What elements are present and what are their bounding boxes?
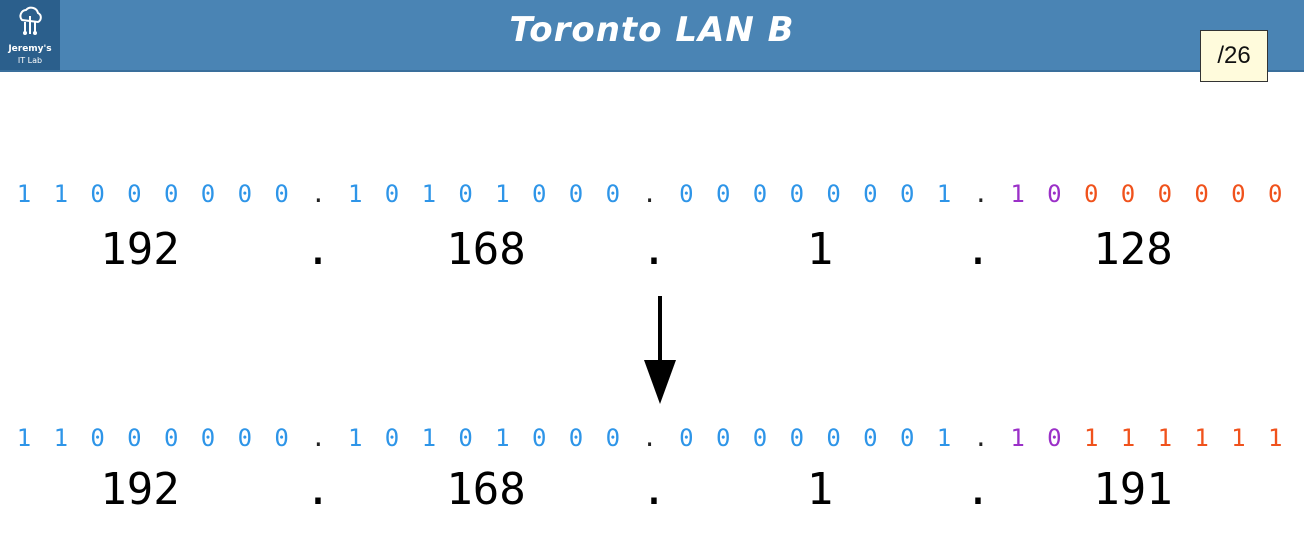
binary-digit: 1 — [1231, 424, 1246, 452]
binary-digit: 0 — [237, 180, 253, 208]
binary-digit: 0 — [200, 424, 216, 452]
binary-digit: 0 — [384, 424, 400, 452]
binary-digit: 0 — [863, 180, 878, 208]
octet-2: 168 — [446, 224, 526, 275]
binary-digit: 0 — [899, 424, 915, 452]
binary-dot: . — [311, 180, 326, 208]
dot-separator: . — [964, 224, 992, 275]
binary-digit: 0 — [863, 424, 878, 452]
binary-digit: 0 — [163, 180, 179, 208]
binary-digit: 0 — [1047, 424, 1062, 452]
binary-digit: 1 — [936, 180, 952, 208]
binary-digit: 1 — [53, 424, 69, 452]
binary-digit: 0 — [1047, 180, 1062, 208]
binary-digit: 1 — [16, 424, 32, 452]
binary-dot: . — [642, 424, 657, 452]
binary-digit: 0 — [679, 424, 694, 452]
slide-header: Jeremy's IT Lab Toronto LAN B — [0, 0, 1304, 72]
binary-digit: 0 — [163, 424, 179, 452]
binary-digit: 1 — [1120, 424, 1136, 452]
binary-digit: 0 — [531, 180, 547, 208]
binary-digit: 0 — [127, 424, 142, 452]
binary-digit: 0 — [1083, 180, 1099, 208]
binary-digit: 1 — [1010, 180, 1025, 208]
binary-digit: 0 — [384, 180, 400, 208]
binary-digit: 1 — [1010, 424, 1025, 452]
binary-digit: 0 — [237, 424, 253, 452]
binary-digit: 0 — [274, 180, 289, 208]
decimal-address-1: 192 . 168 . 1 . 128 — [0, 224, 1304, 275]
binary-digit: 1 — [495, 424, 510, 452]
binary-digit: 0 — [531, 424, 547, 452]
binary-digit: 1 — [495, 180, 510, 208]
binary-digit: 0 — [826, 180, 841, 208]
octet-1: 192 — [100, 464, 180, 515]
binary-digit: 0 — [458, 180, 473, 208]
octet-2: 168 — [446, 464, 526, 515]
binary-digit: 1 — [53, 180, 69, 208]
binary-digit: 0 — [1267, 180, 1283, 208]
binary-digit: 1 — [1267, 424, 1283, 452]
dot-separator: . — [640, 464, 668, 515]
binary-digit: 0 — [458, 424, 473, 452]
binary-digit: 0 — [899, 180, 915, 208]
binary-digit: 0 — [274, 424, 289, 452]
dot-separator: . — [964, 464, 992, 515]
binary-digit: 0 — [752, 180, 768, 208]
binary-digit: 0 — [568, 424, 584, 452]
binary-digit: 1 — [347, 180, 363, 208]
binary-digit: 1 — [421, 180, 437, 208]
binary-digit: 0 — [1194, 180, 1209, 208]
down-arrow-icon — [644, 296, 676, 404]
slide-title: Toronto LAN B — [509, 10, 795, 50]
binary-digit: 0 — [200, 180, 216, 208]
binary-digit: 0 — [789, 424, 805, 452]
logo-line-2: IT Lab — [17, 56, 43, 65]
binary-dot: . — [973, 424, 989, 452]
binary-digit: 1 — [1194, 424, 1209, 452]
logo: Jeremy's IT Lab — [0, 0, 60, 70]
dot-separator: . — [304, 224, 332, 275]
binary-digit: 0 — [1120, 180, 1136, 208]
binary-digit: 0 — [715, 424, 731, 452]
slide-number: /26 — [1200, 30, 1268, 82]
binary-digit: 0 — [826, 424, 841, 452]
binary-digit: 0 — [1157, 180, 1173, 208]
binary-digit: 0 — [1231, 180, 1246, 208]
binary-digit: 1 — [936, 424, 952, 452]
binary-digit: 0 — [789, 180, 805, 208]
binary-dot: . — [973, 180, 989, 208]
binary-digit: 0 — [605, 424, 621, 452]
dot-separator: . — [640, 224, 668, 275]
binary-digit: 1 — [1083, 424, 1099, 452]
binary-digit: 1 — [16, 180, 32, 208]
binary-digit: 1 — [421, 424, 437, 452]
octet-3: 1 — [806, 464, 834, 515]
binary-digit: 0 — [90, 424, 105, 452]
logo-line-1: Jeremy's — [8, 44, 52, 54]
binary-digit: 0 — [605, 180, 621, 208]
binary-dot: . — [311, 424, 326, 452]
dot-separator: . — [304, 464, 332, 515]
octet-4: 191 — [1093, 464, 1173, 515]
octet-3: 1 — [806, 224, 834, 275]
decimal-address-2: 192 . 168 . 1 . 191 — [0, 464, 1304, 515]
binary-digit: 0 — [715, 180, 731, 208]
binary-digit: 0 — [752, 424, 768, 452]
binary-digit: 1 — [347, 424, 363, 452]
binary-dot: . — [642, 180, 657, 208]
octet-1: 192 — [100, 224, 180, 275]
binary-digit: 0 — [568, 180, 584, 208]
cloud-circuit-icon — [19, 6, 42, 35]
octet-4: 128 — [1093, 224, 1173, 275]
binary-digit: 1 — [1157, 424, 1173, 452]
binary-digit: 0 — [127, 180, 142, 208]
binary-digit: 0 — [90, 180, 105, 208]
binary-digit: 0 — [679, 180, 694, 208]
